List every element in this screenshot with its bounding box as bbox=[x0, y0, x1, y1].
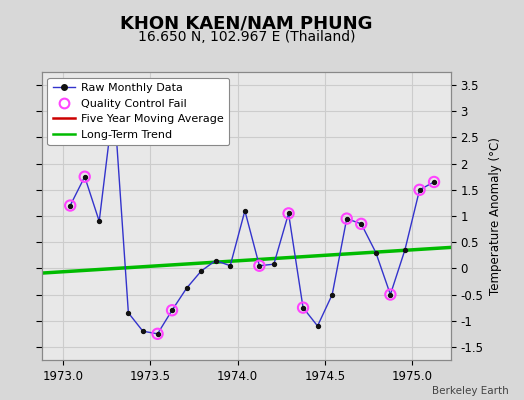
Point bbox=[241, 208, 249, 214]
Point bbox=[430, 179, 438, 185]
Point bbox=[270, 261, 278, 267]
Point bbox=[285, 210, 293, 216]
Point bbox=[401, 247, 409, 253]
Point bbox=[386, 291, 395, 298]
Text: KHON KAEN/NAM PHUNG: KHON KAEN/NAM PHUNG bbox=[120, 14, 373, 32]
Point bbox=[66, 202, 74, 209]
Point bbox=[168, 307, 176, 314]
Point bbox=[430, 179, 438, 185]
Point bbox=[168, 307, 176, 314]
Point bbox=[416, 187, 424, 193]
Point bbox=[182, 285, 191, 292]
Point bbox=[66, 202, 74, 209]
Point bbox=[313, 323, 322, 329]
Point bbox=[255, 262, 264, 269]
Point bbox=[343, 216, 351, 222]
Point bbox=[372, 250, 380, 256]
Point bbox=[357, 221, 365, 227]
Text: 16.650 N, 102.967 E (Thailand): 16.650 N, 102.967 E (Thailand) bbox=[137, 30, 355, 44]
Point bbox=[124, 310, 133, 316]
Point bbox=[154, 331, 162, 337]
Point bbox=[386, 291, 395, 298]
Point bbox=[343, 216, 351, 222]
Point bbox=[139, 328, 147, 334]
Legend: Raw Monthly Data, Quality Control Fail, Five Year Moving Average, Long-Term Tren: Raw Monthly Data, Quality Control Fail, … bbox=[48, 78, 229, 145]
Point bbox=[226, 262, 234, 269]
Point bbox=[81, 174, 89, 180]
Y-axis label: Temperature Anomaly (°C): Temperature Anomaly (°C) bbox=[489, 137, 502, 295]
Text: Berkeley Earth: Berkeley Earth bbox=[432, 386, 508, 396]
Point bbox=[285, 210, 293, 216]
Point bbox=[255, 262, 264, 269]
Point bbox=[95, 218, 103, 224]
Point bbox=[328, 291, 336, 298]
Point bbox=[299, 304, 307, 311]
Point bbox=[357, 221, 365, 227]
Point bbox=[299, 304, 307, 311]
Point bbox=[110, 98, 118, 104]
Point bbox=[81, 174, 89, 180]
Point bbox=[416, 187, 424, 193]
Point bbox=[212, 257, 220, 264]
Point bbox=[154, 331, 162, 337]
Point bbox=[197, 268, 205, 274]
